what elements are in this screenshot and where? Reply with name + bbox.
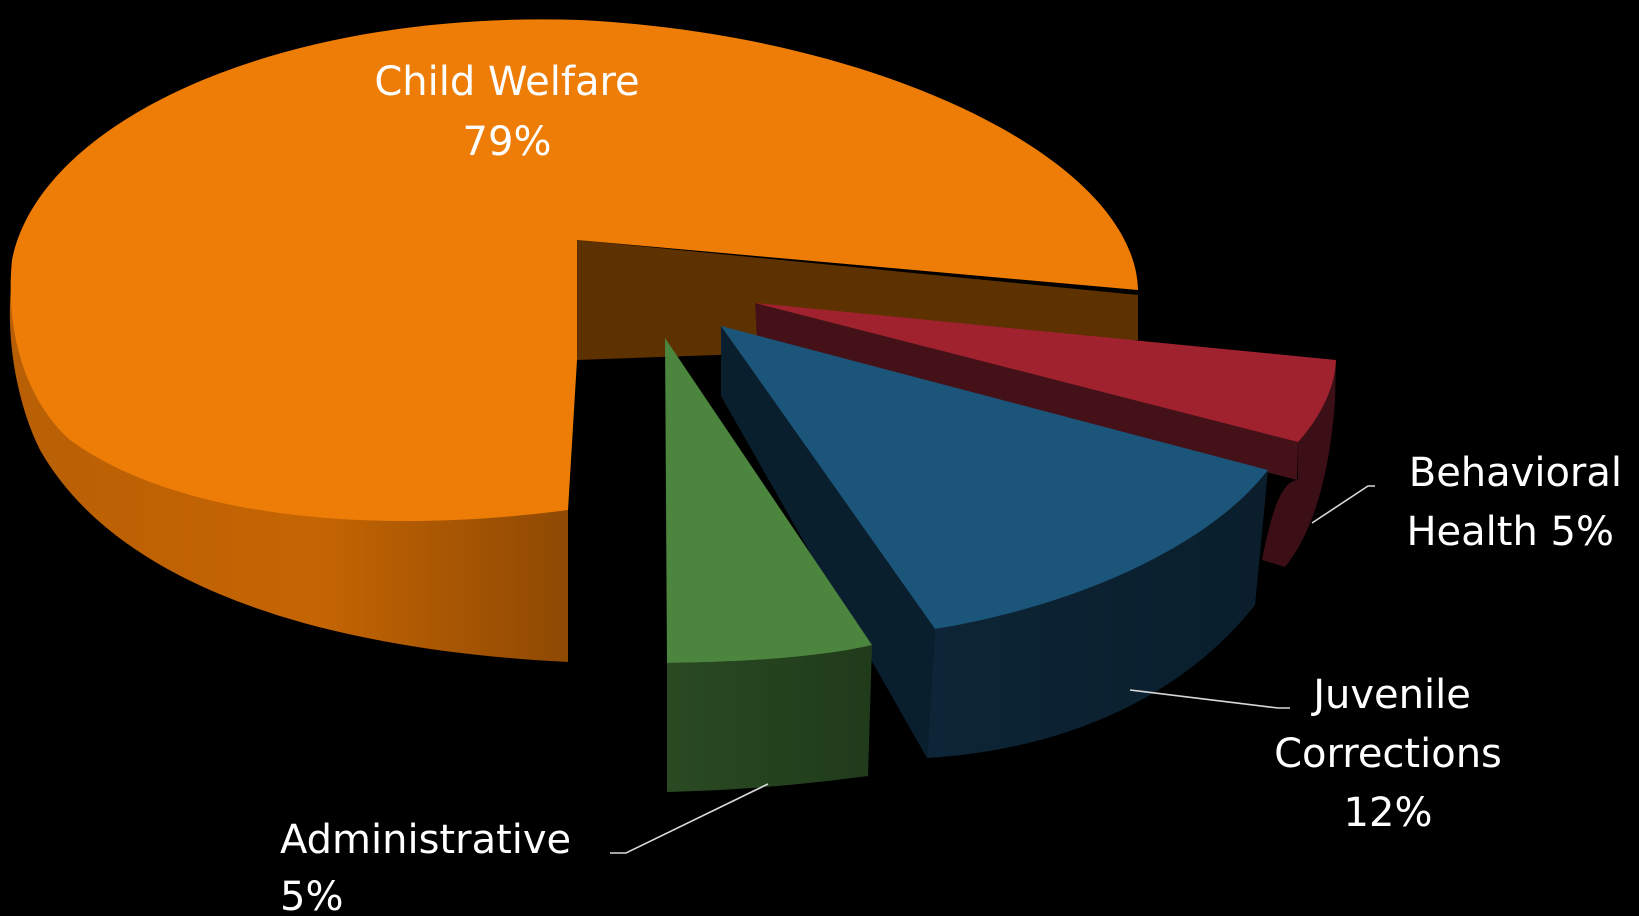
slice-juvenile-corrections-inner-wall [721,326,935,758]
data-label-child-welfare: Child Welfare 79% [374,59,639,165]
slice-administrative-top [665,338,872,663]
slice-behavioral-health-side [1262,360,1336,567]
data-label-behavioral-health: Behavioral Health 5% [1406,450,1622,555]
slice-administrative[interactable] [665,338,872,792]
data-label-administrative: Administrative 5% [280,817,571,916]
data-label-child-welfare-name: Child Welfare [374,59,639,105]
slice-administrative-side [667,645,872,792]
leader-line-juvenile-corrections [1129,689,1290,709]
slice-child-welfare-top [10,19,1138,522]
data-label-juvenile-corrections-line1: Juvenile [1310,672,1471,718]
data-label-child-welfare-value: 79% [463,119,552,165]
slice-juvenile-corrections-top [721,326,1268,629]
slice-behavioral-health-inner-wall [755,303,1298,480]
data-label-behavioral-health-line2: Health 5% [1406,509,1614,555]
slice-juvenile-corrections-side [927,470,1268,758]
leader-line-behavioral-health [1311,485,1375,524]
slice-behavioral-health-top [755,303,1336,442]
leader-line-administrative [610,783,769,854]
data-label-behavioral-health-line1: Behavioral [1409,450,1622,496]
data-label-administrative-value: 5% [280,874,343,916]
slice-behavioral-health[interactable] [755,303,1336,567]
slice-juvenile-corrections[interactable] [721,326,1268,758]
data-label-administrative-name: Administrative [280,817,571,863]
data-label-juvenile-corrections: Juvenile Corrections 12% [1274,672,1502,836]
data-label-juvenile-corrections-value: 12% [1344,790,1433,836]
data-label-juvenile-corrections-line2: Corrections [1274,731,1502,777]
